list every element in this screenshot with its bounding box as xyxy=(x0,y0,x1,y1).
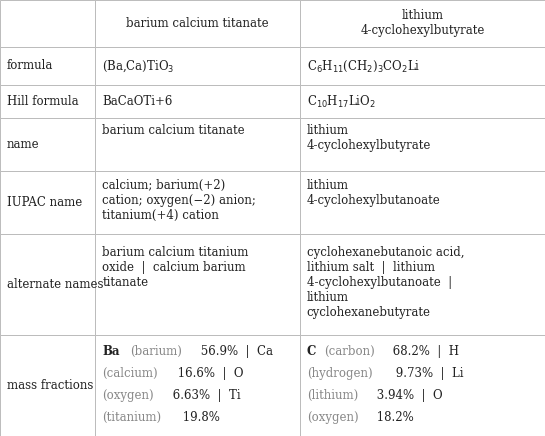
Text: 18.2%: 18.2% xyxy=(373,411,414,424)
Bar xyxy=(300,0,545,47)
Text: (oxygen): (oxygen) xyxy=(102,389,154,402)
Text: mass fractions: mass fractions xyxy=(7,379,93,392)
Bar xyxy=(300,335,545,436)
Text: C$_{10}$H$_{17}$LiO$_2$: C$_{10}$H$_{17}$LiO$_2$ xyxy=(307,93,376,109)
Text: cyclohexanebutanoic acid,
lithium salt  |  lithium
4-cyclohexylbutanoate  |
lith: cyclohexanebutanoic acid, lithium salt |… xyxy=(307,246,464,319)
Text: barium calcium titanate: barium calcium titanate xyxy=(102,124,245,137)
Text: 68.2%  |  H: 68.2% | H xyxy=(389,345,459,358)
Bar xyxy=(0,118,95,171)
Text: lithium
4-cyclohexylbutyrate: lithium 4-cyclohexylbutyrate xyxy=(360,10,485,37)
Bar xyxy=(300,47,545,85)
Text: (Ba,Ca)TiO$_3$: (Ba,Ca)TiO$_3$ xyxy=(102,58,175,74)
Text: 3.94%  |  O: 3.94% | O xyxy=(373,389,443,402)
Text: (hydrogen): (hydrogen) xyxy=(307,367,372,380)
Text: IUPAC name: IUPAC name xyxy=(7,196,82,209)
Text: lithium
4-cyclohexylbutyrate: lithium 4-cyclohexylbutyrate xyxy=(307,124,431,153)
Text: (barium): (barium) xyxy=(130,345,181,358)
Bar xyxy=(300,85,545,118)
Bar xyxy=(0,335,95,436)
Text: (carbon): (carbon) xyxy=(324,345,374,358)
Bar xyxy=(0,234,95,335)
Text: 56.9%  |  Ca: 56.9% | Ca xyxy=(197,345,273,358)
Text: barium calcium titanium
oxide  |  calcium barium
titanate: barium calcium titanium oxide | calcium … xyxy=(102,246,249,289)
Text: name: name xyxy=(7,138,40,151)
Bar xyxy=(0,171,95,234)
Text: BaCaOTi+6: BaCaOTi+6 xyxy=(102,95,173,108)
Bar xyxy=(300,171,545,234)
Bar xyxy=(300,118,545,171)
Text: (titanium): (titanium) xyxy=(102,411,161,424)
Text: Hill formula: Hill formula xyxy=(7,95,78,108)
Bar xyxy=(95,171,300,234)
Text: C: C xyxy=(307,345,316,358)
Text: C$_6$H$_{11}$(CH$_2$)$_3$CO$_2$Li: C$_6$H$_{11}$(CH$_2$)$_3$CO$_2$Li xyxy=(307,58,420,74)
Text: barium calcium titanate: barium calcium titanate xyxy=(126,17,269,30)
Text: formula: formula xyxy=(7,59,53,72)
Text: 9.73%  |  Li: 9.73% | Li xyxy=(391,367,463,380)
Bar xyxy=(300,234,545,335)
Bar xyxy=(95,234,300,335)
Bar xyxy=(95,118,300,171)
Text: (lithium): (lithium) xyxy=(307,389,358,402)
Bar xyxy=(95,335,300,436)
Bar xyxy=(95,47,300,85)
Bar xyxy=(0,85,95,118)
Bar xyxy=(0,47,95,85)
Text: alternate names: alternate names xyxy=(7,278,104,291)
Bar xyxy=(95,85,300,118)
Text: (calcium): (calcium) xyxy=(102,367,158,380)
Text: 16.6%  |  O: 16.6% | O xyxy=(174,367,244,380)
Text: Ba: Ba xyxy=(102,345,120,358)
Text: 19.8%: 19.8% xyxy=(179,411,220,424)
Text: calcium; barium(+2)
cation; oxygen(−2) anion;
titanium(+4) cation: calcium; barium(+2) cation; oxygen(−2) a… xyxy=(102,179,256,222)
Text: lithium
4-cyclohexylbutanoate: lithium 4-cyclohexylbutanoate xyxy=(307,179,440,207)
Text: (oxygen): (oxygen) xyxy=(307,411,359,424)
Bar xyxy=(0,0,95,47)
Text: 6.63%  |  Ti: 6.63% | Ti xyxy=(169,389,241,402)
Bar xyxy=(95,0,300,47)
